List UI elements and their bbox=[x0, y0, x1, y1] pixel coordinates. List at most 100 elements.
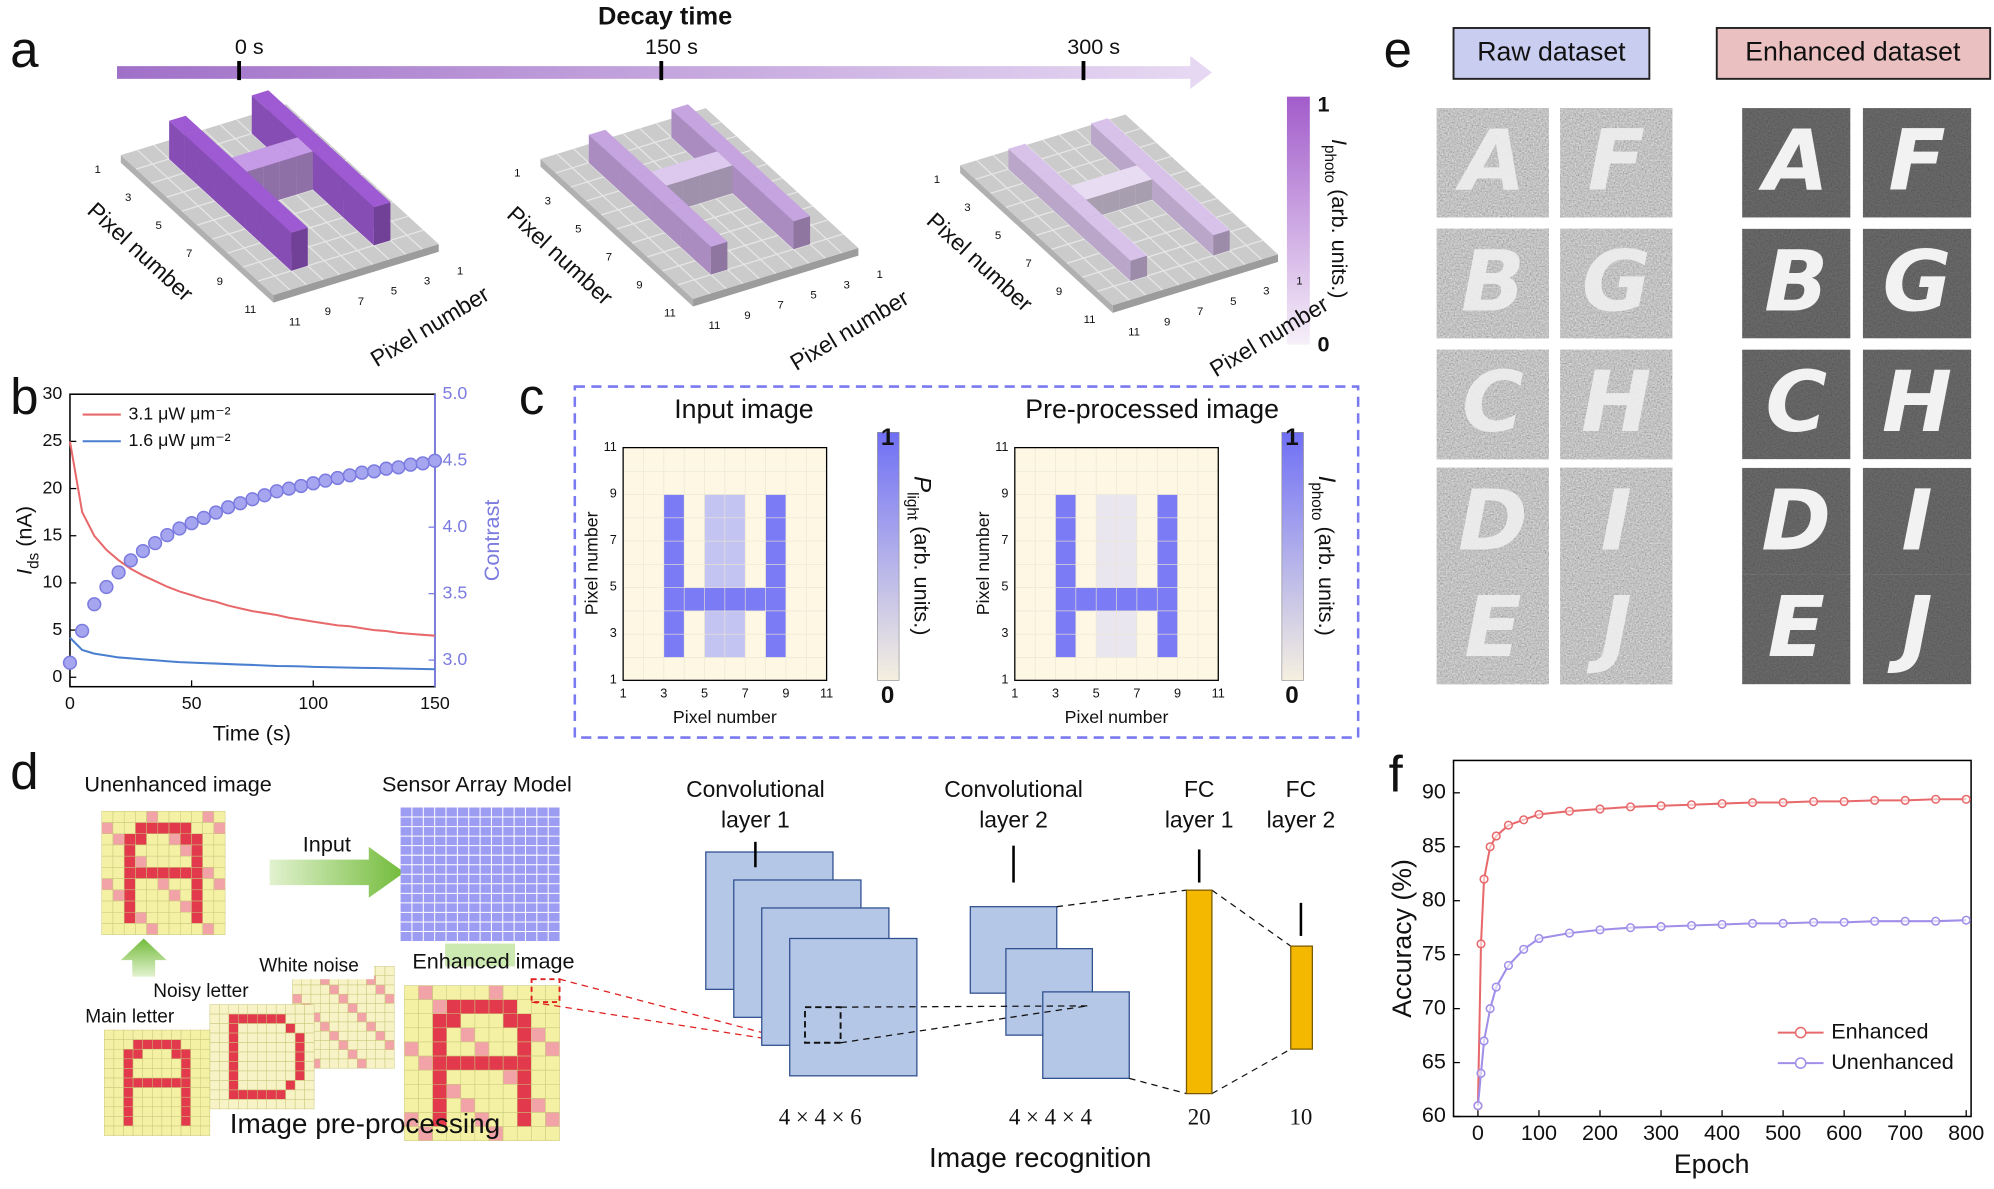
heat-cell bbox=[724, 563, 746, 588]
tick-label: 11 bbox=[820, 686, 833, 701]
pixel bbox=[384, 1040, 395, 1050]
pixel bbox=[180, 1058, 191, 1069]
cube-face bbox=[251, 95, 268, 148]
series-marker bbox=[1519, 944, 1529, 954]
pixel bbox=[123, 1029, 134, 1040]
pixel bbox=[142, 1125, 153, 1136]
pixel bbox=[132, 1106, 143, 1117]
pixel bbox=[157, 833, 170, 846]
series-marker bbox=[1778, 797, 1788, 808]
cube-top bbox=[695, 227, 728, 247]
pixel bbox=[432, 985, 447, 1000]
heat-cell bbox=[1116, 493, 1138, 519]
cube-shade bbox=[732, 165, 748, 208]
pixel bbox=[209, 1051, 220, 1062]
pixel bbox=[285, 1013, 296, 1024]
pixel bbox=[199, 1096, 211, 1108]
heat-cell bbox=[1014, 586, 1036, 612]
pixel bbox=[347, 993, 358, 1004]
pixel bbox=[228, 1032, 239, 1043]
pixel bbox=[338, 993, 349, 1004]
tick-label: 1 bbox=[1001, 672, 1008, 687]
pixel bbox=[112, 900, 125, 913]
pixel bbox=[179, 867, 192, 879]
heat-cell bbox=[785, 447, 807, 472]
plate-tick: 5 bbox=[391, 286, 397, 298]
heat-cell bbox=[683, 563, 706, 588]
pixel bbox=[123, 1106, 134, 1117]
pixel bbox=[304, 1061, 315, 1072]
pixel bbox=[142, 1048, 153, 1060]
cube-top bbox=[275, 213, 308, 233]
pixel bbox=[135, 878, 147, 891]
heat-cell bbox=[724, 610, 746, 635]
pixel bbox=[294, 1070, 305, 1081]
heat-cell bbox=[683, 656, 706, 682]
pixel bbox=[488, 1013, 504, 1029]
pixel bbox=[104, 1058, 115, 1069]
pixel bbox=[190, 1068, 201, 1079]
cube-face bbox=[732, 165, 748, 208]
pixel bbox=[502, 985, 518, 1000]
cube-face bbox=[230, 176, 246, 229]
series-line bbox=[1476, 919, 1967, 1106]
pixel bbox=[516, 1055, 532, 1071]
heat-cell bbox=[1177, 447, 1199, 472]
heat-cell bbox=[744, 610, 767, 635]
pixel bbox=[228, 1080, 239, 1091]
pixel bbox=[161, 1087, 172, 1098]
tick-label: 3 bbox=[1052, 686, 1059, 701]
label: Main letter bbox=[85, 1006, 175, 1027]
plate-tick: 9 bbox=[217, 276, 223, 288]
heat-cell bbox=[765, 633, 787, 658]
caption: Image pre-processing bbox=[230, 1108, 501, 1139]
pixel bbox=[152, 1039, 163, 1050]
heatmap-title: Input image bbox=[674, 394, 813, 424]
heat-cell bbox=[805, 540, 828, 565]
pixel bbox=[446, 1027, 462, 1043]
pixel bbox=[152, 1125, 163, 1136]
pixel bbox=[285, 1042, 296, 1053]
pixel bbox=[446, 999, 462, 1014]
pixel bbox=[446, 1013, 462, 1029]
pixel bbox=[418, 1069, 433, 1085]
cube-shade bbox=[747, 179, 764, 222]
plate-tick: 5 bbox=[810, 290, 816, 302]
heat-cell bbox=[704, 470, 726, 495]
pixel bbox=[294, 1013, 305, 1024]
heat-cell bbox=[765, 656, 787, 682]
heat-cell bbox=[1197, 563, 1219, 588]
heat-cell bbox=[744, 493, 767, 519]
pixel bbox=[384, 1058, 395, 1069]
heat-cell bbox=[744, 447, 767, 472]
pixel bbox=[418, 999, 433, 1014]
cube-shade bbox=[1135, 179, 1153, 205]
pixel bbox=[460, 999, 476, 1014]
input-arrow bbox=[269, 846, 405, 898]
heat-cell bbox=[785, 540, 807, 565]
cube-shade bbox=[1054, 190, 1070, 226]
pixel bbox=[199, 1048, 211, 1060]
colorbar bbox=[1281, 432, 1304, 681]
pixel bbox=[319, 984, 330, 995]
pixel bbox=[256, 1070, 267, 1081]
pixel bbox=[404, 985, 419, 1000]
pixel bbox=[123, 1096, 134, 1108]
colorbar-max: 1 bbox=[1285, 424, 1298, 451]
pixel bbox=[219, 1089, 230, 1100]
heat-cell bbox=[1075, 447, 1097, 472]
series-marker bbox=[1900, 916, 1910, 926]
tile-noise bbox=[1560, 349, 1673, 460]
tick-label: 1 bbox=[620, 686, 627, 701]
pixel bbox=[213, 811, 226, 823]
pixel bbox=[132, 1039, 143, 1050]
tick-label: 3 bbox=[1001, 625, 1008, 640]
heat-cell bbox=[1014, 493, 1036, 519]
pixel bbox=[356, 1049, 367, 1060]
pixel bbox=[384, 993, 395, 1004]
plate-tick: 7 bbox=[358, 296, 364, 308]
series-marker bbox=[318, 473, 333, 488]
pixel bbox=[199, 1116, 211, 1127]
heat-cell bbox=[643, 517, 665, 542]
pixel bbox=[238, 1042, 249, 1053]
